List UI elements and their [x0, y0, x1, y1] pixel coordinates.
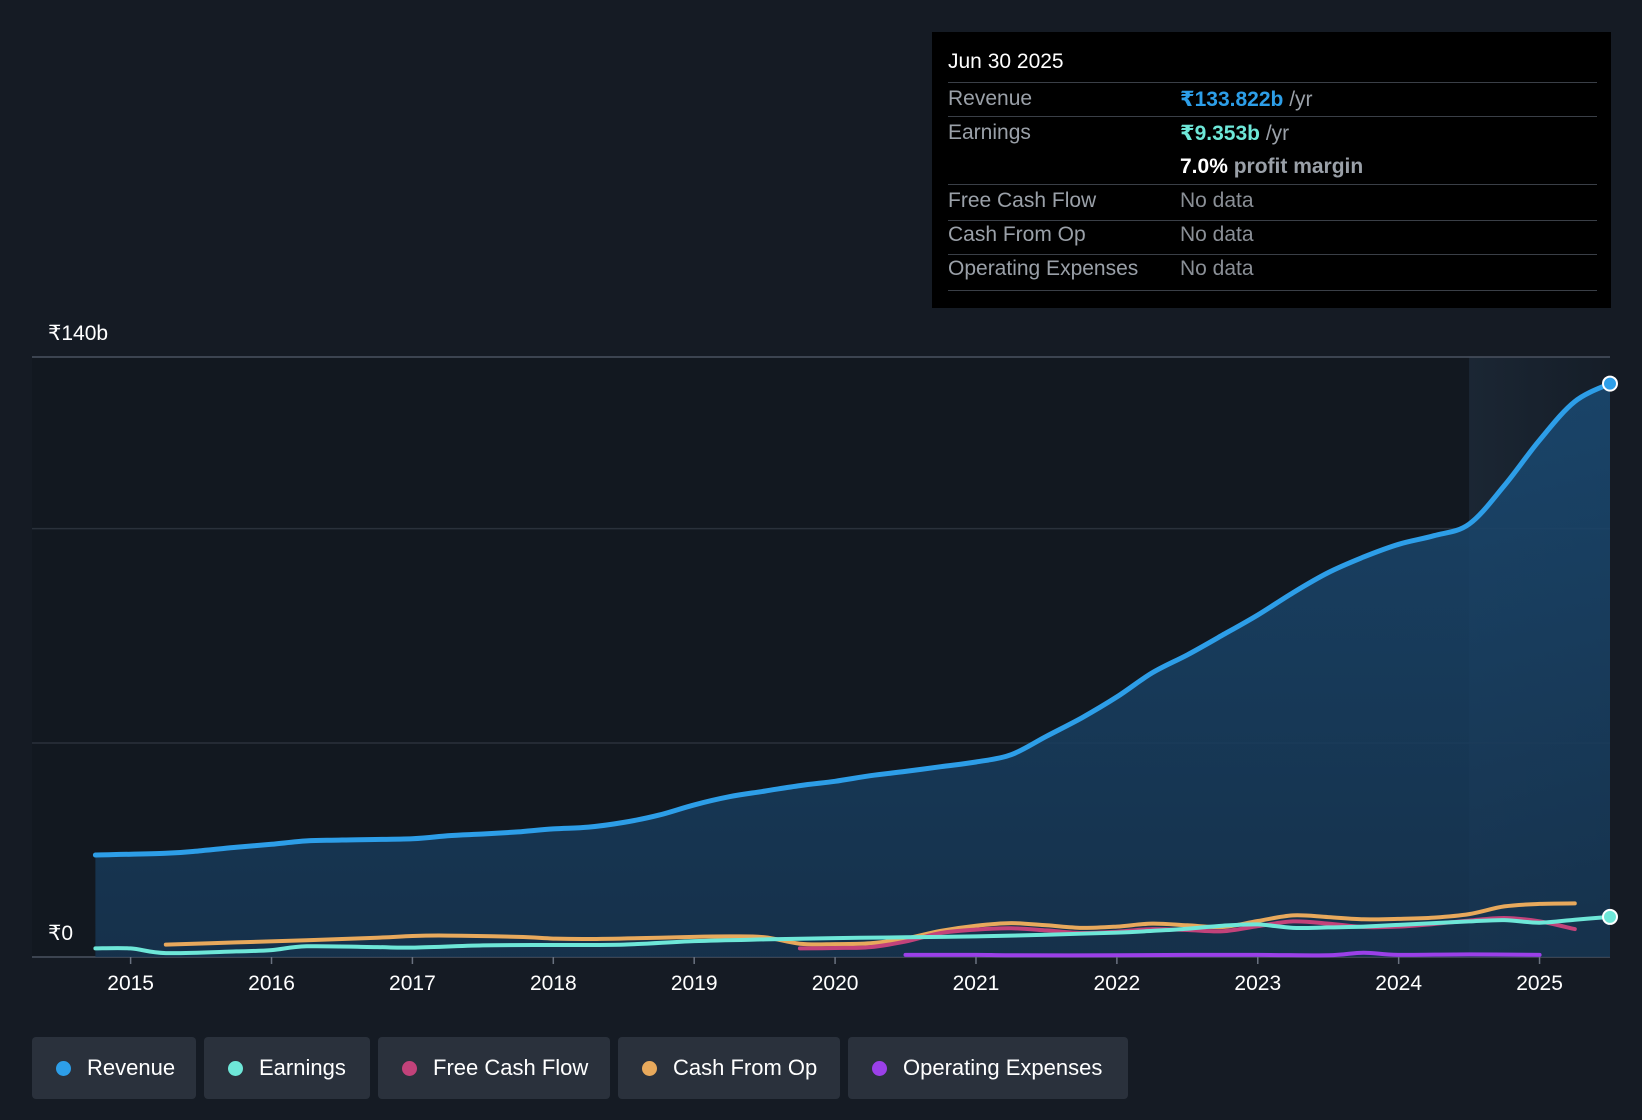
tooltip-bottom-rule	[948, 290, 1597, 291]
x-tick-label: 2017	[389, 972, 436, 995]
tooltip-value-cash-from-op: No data	[1180, 223, 1254, 246]
earnings-end-marker	[1602, 908, 1618, 925]
x-tick-label: 2023	[1234, 972, 1281, 995]
legend-label-revenue: Revenue	[87, 1055, 176, 1080]
tooltip-row-earnings: Earnings ₹9.353b /yr 7.0% profit margin	[948, 116, 1597, 178]
tooltip-row-cash-from-op: Cash From Op No data	[948, 220, 1597, 246]
tooltip-value-revenue: ₹133.822b /yr	[1180, 87, 1313, 112]
profit-margin-value: 7.0%	[1180, 155, 1228, 178]
x-tick-label: 2015	[107, 972, 154, 995]
revenue-dot-icon	[56, 1060, 71, 1076]
legend-item-cash-from-op[interactable]: Cash From Op	[618, 1037, 840, 1099]
tooltip-row-operating-expenses: Operating Expenses No data	[948, 254, 1597, 280]
revenue-line	[92, 381, 1613, 858]
x-tick-label: 2022	[1094, 972, 1141, 995]
tooltip-label-free-cash-flow: Free Cash Flow	[948, 189, 1097, 212]
cash-from-op-dot-icon	[642, 1060, 657, 1076]
revenue-area	[95, 383, 1610, 958]
revenue-end-marker	[1602, 375, 1618, 392]
x-tick-label: 2018	[530, 972, 577, 995]
earnings-value: ₹9.353b	[1180, 122, 1260, 145]
cash-from-op-line	[163, 901, 1577, 947]
legend-item-revenue[interactable]: Revenue	[32, 1037, 196, 1099]
tooltip-label-cash-from-op: Cash From Op	[948, 223, 1086, 246]
profit-margin-unit: profit margin	[1227, 155, 1364, 178]
tooltip-label-revenue: Revenue	[948, 87, 1033, 110]
tooltip-date: Jun 30 2025	[948, 50, 1064, 73]
earnings-line	[93, 914, 1612, 956]
legend-label-operating-expenses: Operating Expenses	[903, 1055, 1103, 1080]
tooltip-row-revenue: Revenue ₹133.822b /yr	[948, 82, 1597, 111]
tooltip-label-earnings: Earnings	[948, 121, 1031, 144]
x-axis: 2015 2016 2017 2018 2019 2020 2021 2022 2023 2024…	[107, 957, 1563, 995]
x-tick-label: 2016	[248, 972, 295, 995]
operating-expenses-dot-icon	[872, 1060, 887, 1076]
tooltip-label-operating-expenses: Operating Expenses	[948, 257, 1139, 280]
x-tick-label: 2019	[671, 972, 718, 995]
x-tick-label: 2024	[1375, 972, 1422, 995]
tooltip-value-operating-expenses: No data	[1180, 257, 1254, 280]
legend-label-free-cash-flow: Free Cash Flow	[433, 1055, 589, 1080]
y-axis-min-label: ₹0	[48, 922, 73, 945]
x-tick-label: 2021	[953, 972, 1000, 995]
tooltip-row-free-cash-flow: Free Cash Flow No data	[948, 184, 1597, 212]
tooltip-value-free-cash-flow: No data	[1180, 189, 1254, 212]
series-layer	[92, 375, 1618, 958]
revenue-unit: /yr	[1283, 88, 1313, 111]
legend-item-operating-expenses[interactable]: Operating Expenses	[848, 1037, 1128, 1099]
x-tick-label: 2020	[812, 972, 859, 995]
operating-expenses-line	[903, 950, 1542, 958]
revenue-value: ₹133.822b	[1180, 88, 1284, 111]
earnings-unit: /yr	[1260, 122, 1290, 145]
legend-item-earnings[interactable]: Earnings	[204, 1037, 370, 1099]
x-tick-label: 2025	[1516, 972, 1563, 995]
earnings-dot-icon	[228, 1060, 243, 1076]
legend-label-earnings: Earnings	[259, 1055, 346, 1080]
free-cash-flow-dot-icon	[402, 1060, 417, 1076]
tooltip-value-earnings: ₹9.353b /yr	[1180, 121, 1289, 146]
tooltip-value-margin: 7.0% profit margin	[1180, 155, 1363, 179]
legend-item-free-cash-flow[interactable]: Free Cash Flow	[378, 1037, 610, 1099]
legend-label-cash-from-op: Cash From Op	[673, 1055, 818, 1080]
tooltip: Jun 30 2025 Revenue ₹133.822b /yr Earnin…	[932, 32, 1611, 308]
y-axis-max-label: ₹140b	[48, 322, 108, 345]
